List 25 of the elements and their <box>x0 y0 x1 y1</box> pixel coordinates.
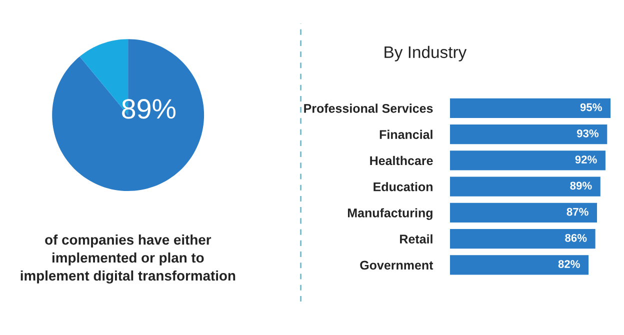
y-tick-label: Government <box>360 260 434 270</box>
data-label: 86% <box>565 234 587 242</box>
data-label: 89% <box>122 99 176 119</box>
bar <box>450 255 589 275</box>
bar <box>450 150 606 170</box>
y-tick-label: Healthcare <box>370 156 433 166</box>
bar <box>450 202 598 223</box>
data-label: 95% <box>580 103 602 112</box>
data-label: 89% <box>570 182 592 190</box>
y-tick-label: Manufacturing <box>348 208 432 220</box>
chart-title: By Industry <box>384 46 467 62</box>
data-label: 87% <box>566 208 588 216</box>
y-tick-label: Education <box>374 182 432 192</box>
y-tick-label: Financial <box>380 130 432 139</box>
data-label: 82% <box>558 260 580 268</box>
bar <box>450 176 600 196</box>
bar <box>450 229 596 249</box>
y-tick-label: Retail <box>400 234 432 244</box>
bar <box>450 98 611 118</box>
y-tick-label: Professional Services <box>304 104 433 113</box>
text: of companies have either implemented or plan to implement digital transformation <box>20 234 236 284</box>
pie-slice <box>52 39 204 192</box>
data-label: 92% <box>575 156 597 164</box>
data-label: 93% <box>576 129 599 138</box>
bar <box>450 124 608 144</box>
